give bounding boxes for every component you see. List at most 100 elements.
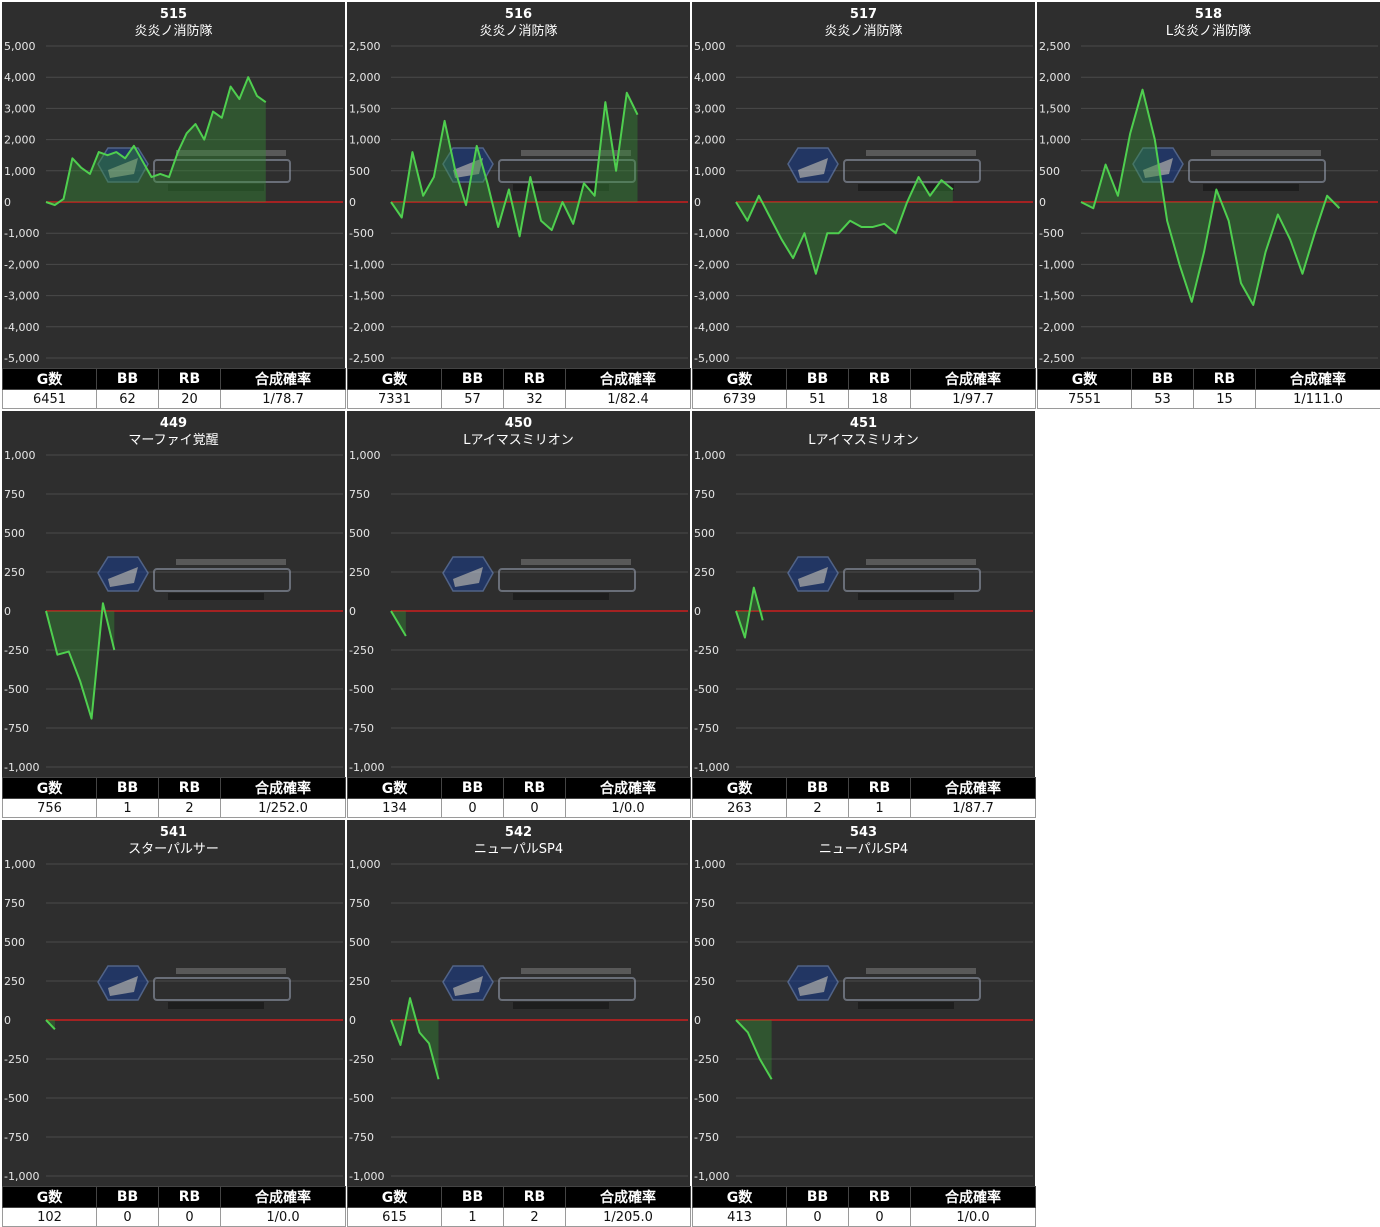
y-tick-label: 500: [4, 936, 25, 949]
y-tick-label: 750: [4, 897, 25, 910]
y-tick-label: -500: [1039, 227, 1064, 240]
series-area: [1081, 89, 1340, 305]
slot-chart: 1,000 750 500 250 0 -250 -500 -750 -1,000 541 スターパ…: [2, 820, 345, 1186]
header-probability: 合成確率: [910, 368, 1036, 390]
y-tick-label: -500: [694, 683, 719, 696]
y-tick-label: 3,000: [694, 102, 726, 115]
machine-title: Lアイマスミリオン: [463, 433, 574, 448]
slot-panel: 1,000 750 500 250 0 -250 -500 -750 -1,000 542 ニューパ…: [347, 820, 691, 1227]
y-tick-label: -1,000: [349, 1170, 384, 1183]
y-tick-label: -2,000: [4, 258, 39, 271]
value-bb: 1: [96, 798, 159, 818]
y-tick-label: -250: [694, 1053, 719, 1066]
header-probability: 合成確率: [220, 777, 346, 799]
stats-table: G数 BB RB 合成確率 7551 53 15 1/111.0: [1037, 368, 1380, 409]
watermark-logo-icon: [787, 556, 981, 600]
y-tick-label: -2,000: [1039, 321, 1074, 334]
y-tick-label: -4,000: [4, 321, 39, 334]
y-tick-label: 0: [694, 605, 701, 618]
header-bb: BB: [96, 777, 159, 799]
series-line: [735, 1019, 773, 1080]
machine-number: 450: [505, 416, 532, 431]
y-tick-label: 250: [349, 975, 370, 988]
header-games: G数: [2, 777, 97, 799]
y-tick-label: -2,000: [694, 258, 729, 271]
value-rb: 18: [848, 389, 911, 409]
series-line: [45, 76, 267, 207]
y-tick-label: 1,000: [694, 858, 726, 871]
machine-title: マーファイ覚醒: [128, 433, 218, 448]
stats-table: G数 BB RB 合成確率 102 0 0 1/0.0: [2, 1186, 346, 1227]
y-tick-label: -1,000: [4, 1170, 39, 1183]
stats-table: G数 BB RB 合成確率 7331 57 32 1/82.4: [347, 368, 691, 409]
y-tick-label: 500: [349, 165, 370, 178]
y-tick-label: 0: [4, 196, 11, 209]
y-tick-label: -1,000: [349, 258, 384, 271]
watermark-logo-icon: [442, 556, 636, 600]
header-bb: BB: [441, 368, 504, 390]
y-tick-label: 1,000: [694, 449, 726, 462]
machine-number: 516: [505, 7, 532, 22]
slot-panel: 2,500 2,000 1,500 1,000 500 0 -500 -1,000 -1,500…: [1037, 2, 1380, 409]
machine-number: 451: [850, 416, 877, 431]
machine-number: 517: [850, 7, 877, 22]
machine-title: 炎炎ノ消防隊: [824, 23, 902, 39]
y-tick-label: -3,000: [4, 290, 39, 303]
y-tick-label: 750: [349, 488, 370, 501]
stats-table: G数 BB RB 合成確率 756 1 2 1/252.0: [2, 777, 346, 818]
y-tick-label: 2,000: [694, 134, 726, 147]
machine-title: ニューパルSP4: [474, 842, 563, 857]
series-area: [46, 77, 266, 206]
y-tick-label: 2,000: [1039, 71, 1071, 84]
watermark-logo-icon: [1132, 147, 1326, 191]
y-tick-label: 250: [4, 566, 25, 579]
y-tick-label: 5,000: [694, 40, 726, 53]
header-rb: RB: [503, 1186, 566, 1208]
series-line: [735, 586, 764, 639]
y-tick-label: 750: [4, 488, 25, 501]
y-tick-label: -1,500: [1039, 290, 1074, 303]
y-tick-label: 0: [349, 196, 356, 209]
y-tick-label: 0: [694, 196, 701, 209]
y-tick-label: -500: [349, 227, 374, 240]
y-tick-label: 500: [349, 527, 370, 540]
y-tick-label: 0: [4, 605, 11, 618]
y-tick-label: -1,000: [694, 761, 729, 774]
y-tick-label: 1,000: [349, 134, 381, 147]
slot-chart: 1,000 750 500 250 0 -250 -500 -750 -1,000 450 Lアイマ…: [347, 411, 690, 777]
y-tick-label: -500: [4, 683, 29, 696]
y-tick-label: 0: [349, 1014, 356, 1027]
y-tick-label: 250: [694, 566, 715, 579]
value-rb: 0: [848, 1207, 911, 1227]
y-tick-label: -750: [4, 1131, 29, 1144]
series-area: [736, 1020, 772, 1080]
y-tick-label: 0: [1039, 196, 1046, 209]
y-tick-label: 2,500: [349, 40, 381, 53]
y-tick-label: 500: [694, 936, 715, 949]
value-rb: 2: [158, 798, 221, 818]
value-probability: 1/87.7: [910, 798, 1036, 818]
series-area: [391, 92, 638, 237]
value-games: 615: [347, 1207, 442, 1227]
y-tick-label: 1,000: [4, 449, 36, 462]
value-probability: 1/252.0: [220, 798, 346, 818]
value-bb: 0: [786, 1207, 849, 1227]
slot-chart: 5,000 4,000 3,000 2,000 1,000 0 -1,000 -2,000 -3…: [692, 2, 1035, 368]
header-games: G数: [692, 368, 787, 390]
header-probability: 合成確率: [910, 1186, 1036, 1208]
header-probability: 合成確率: [565, 368, 691, 390]
value-rb: 20: [158, 389, 221, 409]
series-area: [391, 611, 406, 636]
value-bb: 0: [441, 798, 504, 818]
slump-graph: 1,000 750 500 250 0 -250 -500 -750 -1,000 451 Lアイマ…: [694, 416, 1033, 774]
slump-graph: 1,000 750 500 250 0 -250 -500 -750 -1,000 542 ニューパ…: [349, 825, 688, 1183]
stats-table: G数 BB RB 合成確率 6451 62 20 1/78.7: [2, 368, 346, 409]
machine-title: L炎炎ノ消防隊: [1166, 23, 1251, 39]
y-tick-label: -250: [4, 644, 29, 657]
series-area: [391, 998, 439, 1080]
stats-table: G数 BB RB 合成確率 615 1 2 1/205.0: [347, 1186, 691, 1227]
y-tick-label: -1,000: [694, 227, 729, 240]
watermark-logo-icon: [787, 965, 981, 1009]
value-rb: 32: [503, 389, 566, 409]
header-probability: 合成確率: [565, 1186, 691, 1208]
